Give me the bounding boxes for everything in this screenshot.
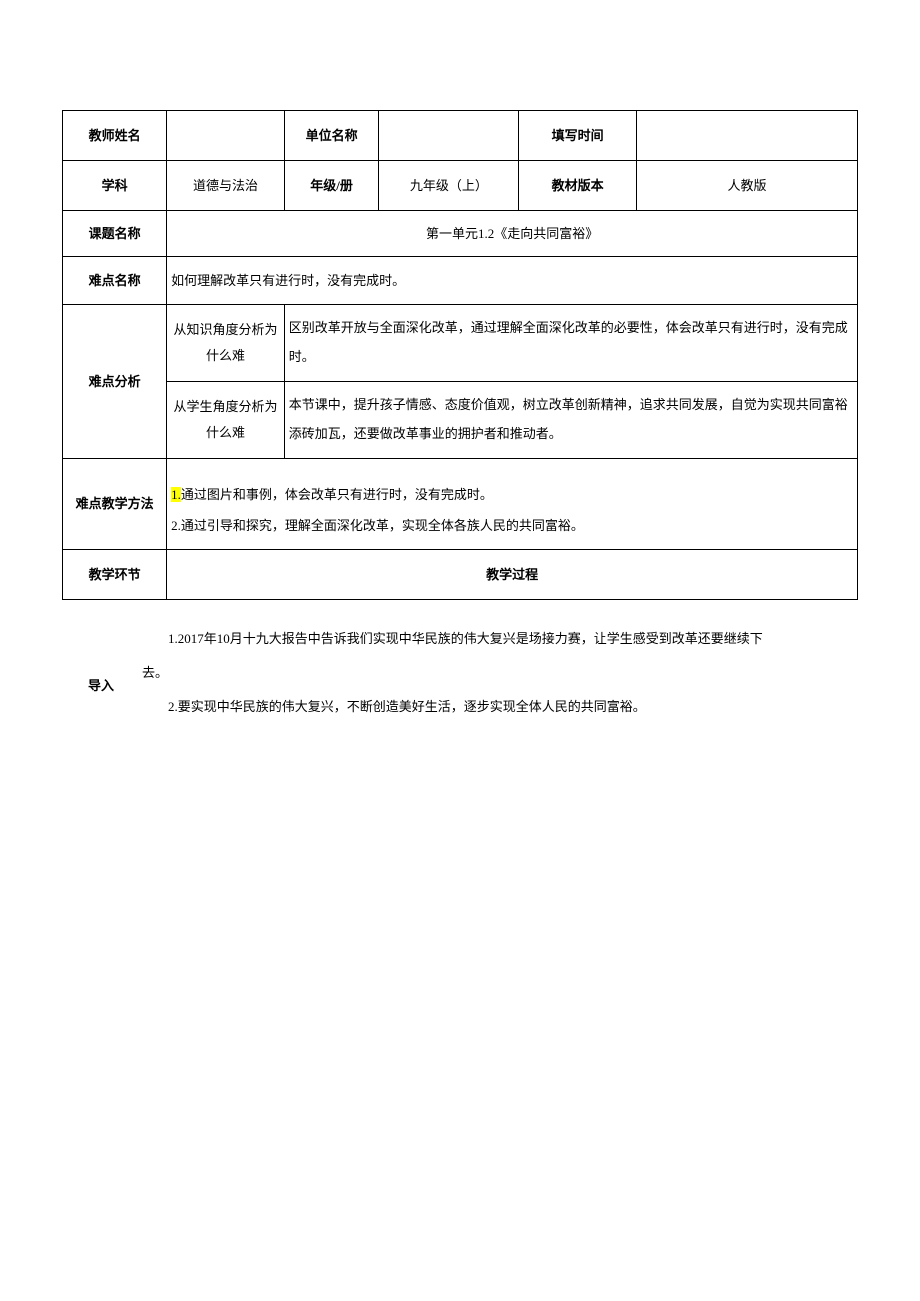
table-row: 从学生角度分析为什么难 本节课中，提升孩子情感、态度价值观，树立改革创新精神，追… [63,382,858,459]
table-row: 难点分析 从知识角度分析为什么难 区别改革开放与全面深化改革，通过理解全面深化改… [63,305,858,382]
subject-label: 学科 [63,161,167,211]
analysis-sub2-label: 从学生角度分析为什么难 [167,382,285,459]
lesson-plan-table: 教师姓名 单位名称 填写时间 学科 道德与法治 年级/册 九年级（上） 教材版本… [62,110,858,600]
topic-value: 第一单元1.2《走向共同富裕》 [167,211,858,257]
teacher-name-label: 教师姓名 [63,111,167,161]
intro-line-2: 2.要实现中华民族的伟大复兴，不断创造美好生活，逐步实现全体人民的共同富裕。 [142,690,858,724]
analysis-sub1-label: 从知识角度分析为什么难 [167,305,285,382]
subject-value: 道德与法治 [167,161,285,211]
table-row: 教师姓名 单位名称 填写时间 [63,111,858,161]
table-row: 教学环节 教学过程 [63,550,858,600]
method-line-1: 1.通过图片和事例，体会改革只有进行时，没有完成时。 [171,479,853,510]
intro-content: 1.2017年10月十九大报告中告诉我们实现中华民族的伟大复兴是场接力赛，让学生… [140,622,858,723]
table-row: 课题名称 第一单元1.2《走向共同富裕》 [63,211,858,257]
grade-value: 九年级（上） [379,161,519,211]
fill-time-label: 填写时间 [519,111,637,161]
table-row: 难点教学方法 1.通过图片和事例，体会改革只有进行时，没有完成时。 2.通过引导… [63,459,858,550]
method-label: 难点教学方法 [63,459,167,550]
table-row: 难点名称 如何理解改革只有进行时，没有完成时。 [63,257,858,305]
method-line-2: 2.通过引导和探究，理解全面深化改革，实现全体各族人民的共同富裕。 [171,510,853,541]
intro-line-1: 1.2017年10月十九大报告中告诉我们实现中华民族的伟大复兴是场接力赛，让学生… [142,622,858,656]
textbook-value: 人教版 [636,161,857,211]
difficulty-name-label: 难点名称 [63,257,167,305]
analysis-sub2-content: 本节课中，提升孩子情感、态度价值观，树立改革创新精神，追求共同发展，自觉为实现共… [284,382,857,459]
process-label: 教学过程 [167,550,858,600]
method-line1-prefix: 1. [171,487,181,502]
analysis-label: 难点分析 [63,305,167,459]
method-line1-rest: 通过图片和事例，体会改革只有进行时，没有完成时。 [181,487,493,502]
textbook-label: 教材版本 [519,161,637,211]
intro-label: 导入 [62,622,140,723]
unit-name-value [379,111,519,161]
fill-time-value [636,111,857,161]
segment-label: 教学环节 [63,550,167,600]
unit-name-label: 单位名称 [284,111,379,161]
intro-line-1b: 去。 [142,656,858,690]
analysis-sub1-content: 区别改革开放与全面深化改革，通过理解全面深化改革的必要性，体会改革只有进行时，没… [284,305,857,382]
teacher-name-value [167,111,285,161]
topic-label: 课题名称 [63,211,167,257]
intro-section: 导入 1.2017年10月十九大报告中告诉我们实现中华民族的伟大复兴是场接力赛，… [62,622,858,723]
method-content: 1.通过图片和事例，体会改革只有进行时，没有完成时。 2.通过引导和探究，理解全… [167,459,858,550]
table-row: 学科 道德与法治 年级/册 九年级（上） 教材版本 人教版 [63,161,858,211]
difficulty-name-value: 如何理解改革只有进行时，没有完成时。 [167,257,858,305]
grade-label: 年级/册 [284,161,379,211]
